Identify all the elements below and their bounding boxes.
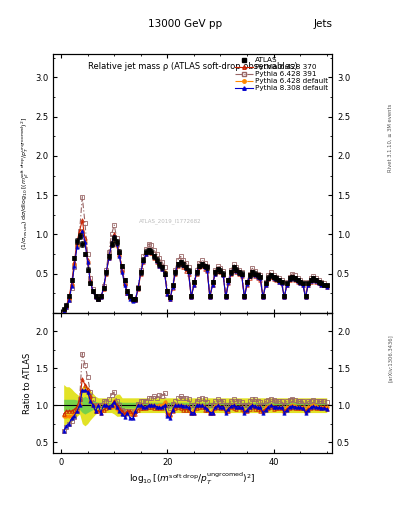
Pythia 6.428 370 [221, 272, 226, 279]
Text: ATLAS_2019_I1772682: ATLAS_2019_I1772682 [139, 218, 202, 224]
Y-axis label: Ratio to ATLAS: Ratio to ATLAS [23, 352, 32, 414]
Pythia 6.428 370 [114, 239, 119, 245]
Pythia 8.308 default [80, 227, 84, 233]
Line: Pythia 8.308 default: Pythia 8.308 default [62, 229, 329, 312]
Pythia 6.428 370 [125, 289, 130, 295]
Pythia 6.428 default [314, 278, 318, 284]
Pythia 6.428 default [324, 283, 329, 289]
Text: Relative jet mass ρ (ATLAS soft-drop observables): Relative jet mass ρ (ATLAS soft-drop obs… [88, 61, 298, 71]
Pythia 6.428 370 [61, 307, 66, 313]
Pythia 6.428 default [114, 243, 119, 249]
Y-axis label: $(1/\sigma_{\rm resum})\ {\rm d}\sigma/{\rm d}\log_{10}[(m_{\rm p_T}^{\rm soft\ : $(1/\sigma_{\rm resum})\ {\rm d}\sigma/{… [19, 117, 32, 250]
Pythia 8.308 default [125, 290, 130, 296]
Pythia 6.428 default [125, 290, 130, 296]
Pythia 6.428 391 [306, 279, 310, 285]
Pythia 6.428 default [80, 227, 84, 233]
Line: Pythia 6.428 370: Pythia 6.428 370 [62, 219, 329, 312]
Pythia 6.428 370 [314, 279, 318, 285]
Pythia 8.308 default [314, 278, 318, 284]
Pythia 6.428 370 [200, 263, 204, 269]
Line: Pythia 6.428 default: Pythia 6.428 default [62, 229, 329, 312]
Text: Rivet 3.1.10, ≥ 3M events: Rivet 3.1.10, ≥ 3M events [388, 104, 393, 173]
Pythia 6.428 391 [314, 275, 318, 282]
Text: [arXiv:1306.3436]: [arXiv:1306.3436] [388, 334, 393, 382]
Pythia 6.428 391 [114, 236, 119, 242]
Pythia 6.428 default [221, 271, 226, 278]
X-axis label: $\log_{10}[(m^{\rm soft\ drop}/p_T^{\rm ungroomed})^2]$: $\log_{10}[(m^{\rm soft\ drop}/p_T^{\rm … [129, 471, 256, 487]
Pythia 6.428 391 [221, 268, 226, 274]
Pythia 6.428 370 [306, 282, 310, 288]
Pythia 6.428 default [306, 281, 310, 287]
Pythia 8.308 default [61, 308, 66, 314]
Pythia 6.428 391 [200, 257, 204, 263]
Text: 13000 GeV pp: 13000 GeV pp [148, 19, 222, 30]
Pythia 8.308 default [324, 284, 329, 290]
Pythia 6.428 391 [125, 289, 130, 295]
Pythia 8.308 default [221, 271, 226, 278]
Pythia 6.428 391 [61, 308, 66, 314]
Text: Jets: Jets [313, 19, 332, 30]
Pythia 6.428 default [61, 307, 66, 313]
Pythia 6.428 default [200, 261, 204, 267]
Pythia 6.428 370 [80, 217, 84, 223]
Legend: ATLAS, Pythia 6.428 370, Pythia 6.428 391, Pythia 6.428 default, Pythia 8.308 de: ATLAS, Pythia 6.428 370, Pythia 6.428 39… [234, 56, 330, 93]
Line: Pythia 6.428 391: Pythia 6.428 391 [62, 195, 329, 312]
Pythia 8.308 default [114, 241, 119, 247]
Pythia 6.428 391 [80, 194, 84, 200]
Pythia 6.428 370 [324, 284, 329, 290]
Pythia 8.308 default [306, 282, 310, 288]
Pythia 8.308 default [200, 261, 204, 267]
Pythia 6.428 391 [324, 282, 329, 288]
